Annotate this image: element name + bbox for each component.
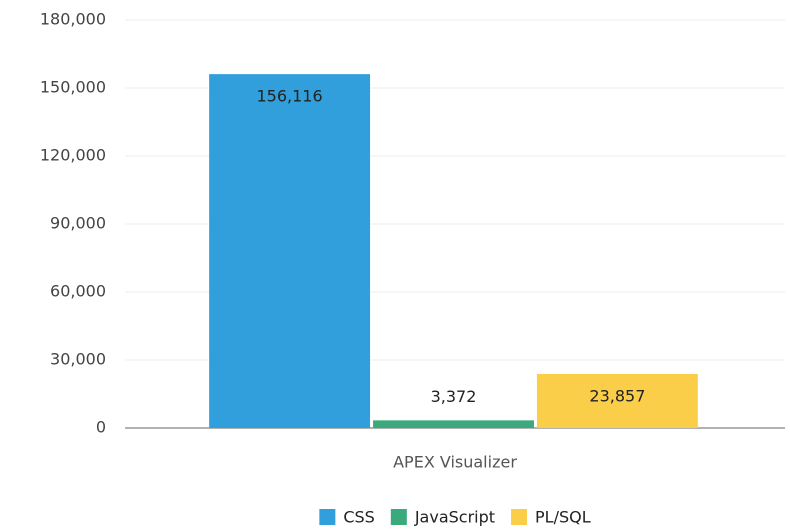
legend-swatch bbox=[319, 509, 336, 525]
bar bbox=[209, 74, 371, 428]
y-tick-label: 60,000 bbox=[50, 282, 106, 301]
bar bbox=[536, 373, 698, 428]
y-tick-label: 120,000 bbox=[40, 146, 106, 165]
data-label: 156,116 bbox=[257, 87, 323, 106]
y-tick-label: 180,000 bbox=[40, 10, 106, 29]
legend-swatch bbox=[511, 509, 528, 525]
y-tick-label: 90,000 bbox=[50, 214, 106, 233]
y-tick-label: 0 bbox=[96, 418, 106, 437]
data-label: 3,372 bbox=[431, 387, 477, 406]
y-tick-label: 150,000 bbox=[40, 78, 106, 97]
legend-swatch bbox=[390, 509, 407, 525]
data-label: 23,857 bbox=[589, 386, 645, 405]
bar bbox=[373, 420, 534, 428]
legend-label: CSS bbox=[343, 508, 374, 527]
legend-label: JavaScript bbox=[414, 508, 495, 527]
legend-label: PL/SQL bbox=[535, 508, 591, 527]
y-tick-label: 30,000 bbox=[50, 350, 106, 369]
x-tick-label: APEX Visualizer bbox=[393, 453, 517, 472]
